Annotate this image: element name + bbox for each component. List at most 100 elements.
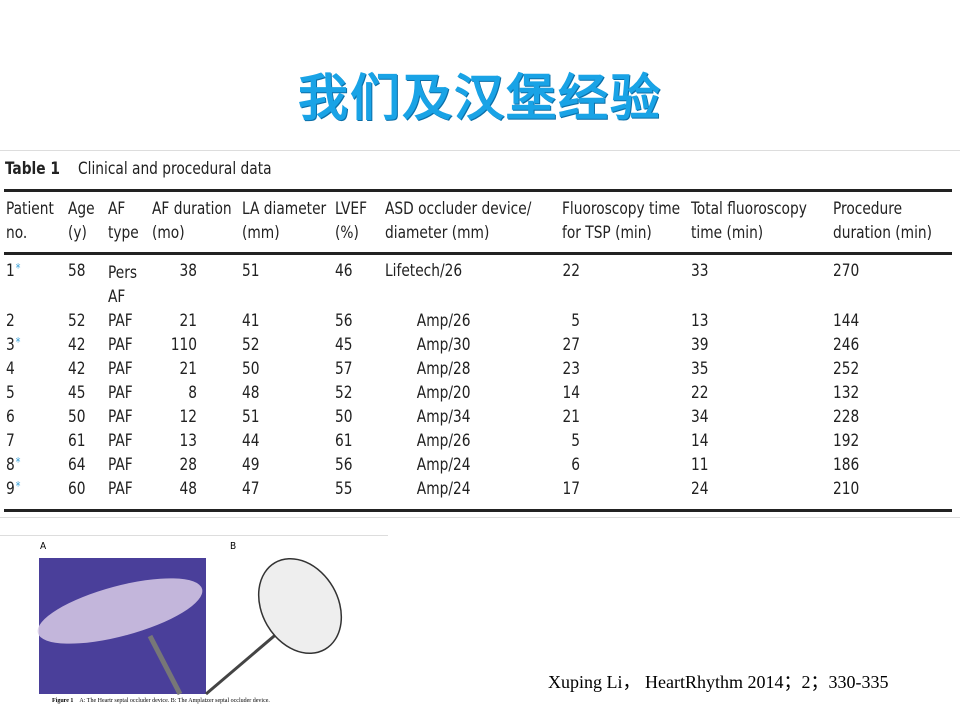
table-cell: PAF bbox=[108, 431, 133, 451]
asterisk: * bbox=[15, 479, 21, 493]
table-cell: 144 bbox=[833, 311, 860, 331]
table-cell: 246 bbox=[833, 335, 860, 355]
column-header: for TSP (min) bbox=[562, 223, 652, 243]
table-cell: 35 bbox=[691, 359, 709, 379]
table-cell: 47 bbox=[242, 479, 260, 499]
table-cell: 28 bbox=[179, 455, 197, 475]
table-cell: 228 bbox=[833, 407, 860, 427]
table-cell: 48 bbox=[179, 479, 197, 499]
column-header: LA diameter bbox=[242, 199, 327, 219]
amplatzer-disc bbox=[257, 557, 343, 655]
table-cell: 55 bbox=[335, 479, 353, 499]
table-cell: Amp/20 bbox=[416, 383, 471, 403]
table-cell: 252 bbox=[833, 359, 860, 379]
table-cell: 44 bbox=[242, 431, 260, 451]
table-cell: 192 bbox=[833, 431, 860, 451]
table-cell: PAF bbox=[108, 335, 133, 355]
table-cell: 56 bbox=[335, 455, 353, 475]
column-header: AF bbox=[108, 199, 126, 219]
table-cell: 6 bbox=[571, 455, 580, 475]
table-cell: 50 bbox=[242, 359, 260, 379]
table-cell: 60 bbox=[68, 479, 86, 499]
patient-no: 3* bbox=[6, 335, 21, 355]
table-cell: 42 bbox=[68, 359, 86, 379]
patient-no: 4 bbox=[6, 359, 15, 379]
table-cell: 48 bbox=[242, 383, 260, 403]
table-cell: Amp/26 bbox=[416, 311, 471, 331]
patient-no: 7 bbox=[6, 431, 15, 451]
table-cell: 186 bbox=[833, 455, 860, 475]
table-cell: 42 bbox=[68, 335, 86, 355]
table-cell: 50 bbox=[335, 407, 353, 427]
table-label: Table 1 bbox=[5, 159, 60, 179]
column-header: Fluoroscopy time bbox=[562, 199, 681, 219]
citation: Xuping Li， HeartRhythm 2014；2；330-335 bbox=[548, 672, 889, 692]
patient-no: 6 bbox=[6, 407, 15, 427]
table-cell: PAF bbox=[108, 479, 133, 499]
table-cell: 13 bbox=[691, 311, 709, 331]
table-cell: 12 bbox=[179, 407, 197, 427]
table-cell: 22 bbox=[562, 261, 580, 281]
figure-label-b: B bbox=[230, 541, 237, 552]
table-cell: Lifetech/26 bbox=[385, 261, 463, 281]
patient-no: 8* bbox=[6, 455, 21, 475]
table-cell: 52 bbox=[335, 383, 353, 403]
patient-no: 2 bbox=[6, 311, 15, 331]
column-header: duration (min) bbox=[833, 223, 932, 243]
column-header: ASD occluder device/ bbox=[385, 199, 532, 219]
occluder-images bbox=[37, 557, 343, 696]
table-cell: 17 bbox=[562, 479, 580, 499]
table-cell: 21 bbox=[179, 311, 197, 331]
patient-no: 9* bbox=[6, 479, 21, 499]
top-rule bbox=[4, 189, 952, 192]
table-cell: 14 bbox=[691, 431, 709, 451]
table-cell: 21 bbox=[562, 407, 580, 427]
table-cell: 57 bbox=[335, 359, 353, 379]
table-cell: 45 bbox=[335, 335, 353, 355]
table-cell: Amp/28 bbox=[416, 359, 471, 379]
table-cell: PAF bbox=[108, 311, 133, 331]
table-cell: 52 bbox=[68, 311, 86, 331]
amplatzer-delivery-cable bbox=[205, 629, 281, 696]
column-header: type bbox=[108, 223, 139, 243]
table-cell: 14 bbox=[562, 383, 580, 403]
figure-caption: A: The Heartr septal occluder device. B:… bbox=[79, 698, 270, 704]
column-header: LVEF bbox=[335, 199, 368, 219]
table-cell: Amp/26 bbox=[416, 431, 471, 451]
table-cell: PAF bbox=[108, 359, 133, 379]
column-header: time (min) bbox=[691, 223, 764, 243]
patient-no: 5 bbox=[6, 383, 15, 403]
table-cell: 49 bbox=[242, 455, 260, 475]
table-cell: Pers AF bbox=[108, 263, 138, 307]
patient-no: 1* bbox=[6, 261, 21, 281]
table-cell: PAF bbox=[108, 455, 133, 475]
column-header: no. bbox=[6, 223, 28, 243]
table-cell: 23 bbox=[562, 359, 580, 379]
table-cell: 51 bbox=[242, 261, 260, 281]
table-caption: Clinical and procedural data bbox=[78, 159, 272, 179]
table-cell: 210 bbox=[833, 479, 860, 499]
table-cell: 13 bbox=[179, 431, 197, 451]
column-header: Total fluoroscopy bbox=[691, 199, 807, 219]
column-header: (y) bbox=[68, 223, 87, 243]
table-cell: 24 bbox=[691, 479, 709, 499]
column-header: diameter (mm) bbox=[385, 223, 490, 243]
table-cell: 56 bbox=[335, 311, 353, 331]
table-cell: Amp/24 bbox=[416, 479, 471, 499]
figure-1: A B Figure 1 A: The Heartr septal occlud… bbox=[0, 535, 388, 718]
column-header: AF duration bbox=[152, 199, 232, 219]
table-cell: 58 bbox=[68, 261, 86, 281]
column-header: Patient bbox=[6, 199, 54, 219]
table-cell: 5 bbox=[571, 431, 580, 451]
table-cell: 52 bbox=[242, 335, 260, 355]
header-rule bbox=[4, 252, 952, 255]
column-header: (mm) bbox=[242, 223, 280, 243]
table-cell: 41 bbox=[242, 311, 260, 331]
table-cell: 45 bbox=[68, 383, 86, 403]
asterisk: * bbox=[15, 335, 21, 349]
table-cell: 34 bbox=[691, 407, 709, 427]
table-cell: 8 bbox=[188, 383, 197, 403]
column-header: Procedure bbox=[833, 199, 903, 219]
table-cell: 38 bbox=[179, 261, 197, 281]
table-cell: 110 bbox=[170, 335, 197, 355]
